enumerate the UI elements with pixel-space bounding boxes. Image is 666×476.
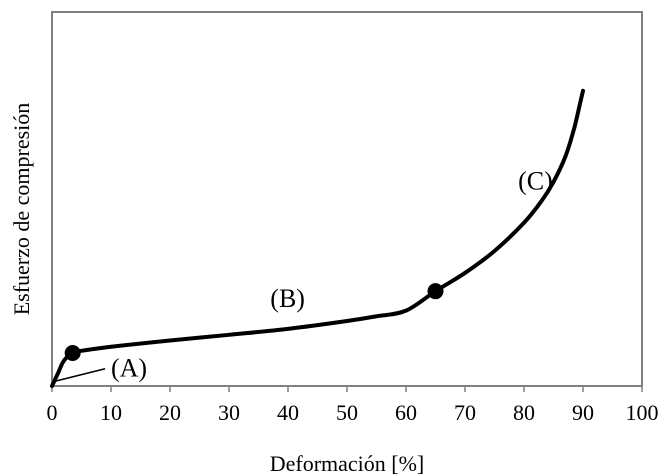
x-tick-label: 80: [513, 400, 535, 425]
x-tick-label: 30: [218, 400, 240, 425]
x-axis-ticks: [51, 386, 643, 392]
series-marker: [427, 283, 444, 300]
x-tick-label: 20: [159, 400, 181, 425]
annotations: (A) (B) (C): [111, 166, 553, 382]
annotation-label: (B): [270, 284, 305, 313]
x-tick-label: 50: [336, 400, 358, 425]
annotation-label: (C): [518, 166, 553, 195]
x-tick-label: 90: [572, 400, 594, 425]
x-tick-label: 60: [395, 400, 417, 425]
series-markers: [64, 283, 444, 362]
series-marker: [64, 345, 81, 362]
x-tick-label: 40: [277, 400, 299, 425]
series-line: [50, 88, 585, 388]
x-tick-label: 100: [626, 400, 659, 425]
plot-area-frame: [51, 11, 643, 387]
x-tick-label: 10: [100, 400, 122, 425]
annotation-label: (A): [111, 353, 147, 382]
y-axis-title: Esfuerzo de compresión: [9, 103, 34, 316]
annotation-leader-line: [54, 368, 106, 383]
x-tick-label: 70: [454, 400, 476, 425]
x-axis-title: Deformación [%]: [270, 451, 425, 476]
x-axis-tick-labels: 0 10 20 30 40 50 60 70 80 90 100: [47, 400, 659, 425]
x-tick-label: 0: [47, 400, 58, 425]
